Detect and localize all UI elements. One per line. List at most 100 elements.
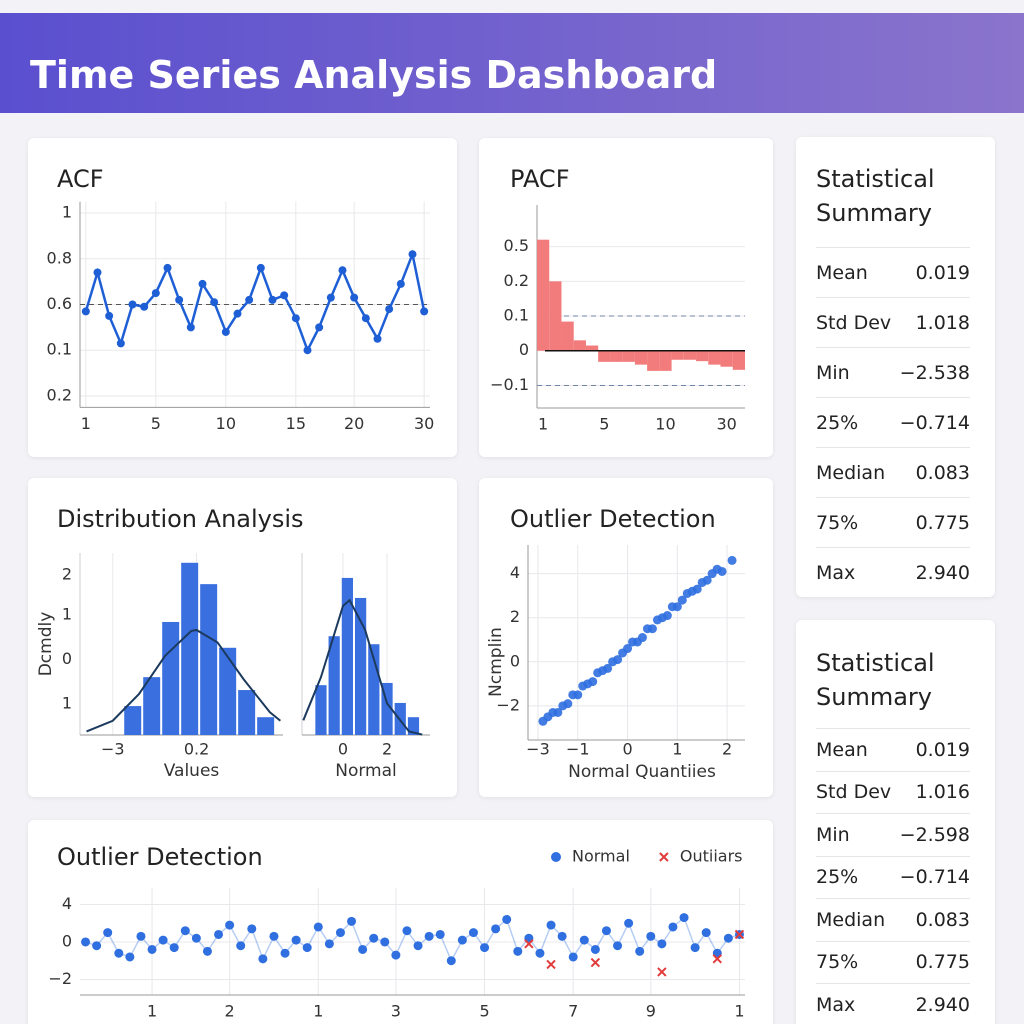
header-title: Time Series Analysis Dashboard [30, 53, 718, 97]
y-tick-label: 0.8 [47, 248, 72, 267]
y-tick-label: 4 [510, 563, 520, 582]
y-tick-label: 2 [510, 607, 520, 626]
chart-title: ACF [57, 165, 104, 193]
stat-label: Max [816, 993, 856, 1016]
normal-point [369, 933, 379, 943]
qq-point [662, 611, 672, 621]
x-tick-label: −1 [566, 740, 590, 759]
stat-row: 75% 0.775 [816, 940, 970, 984]
bar [585, 345, 599, 351]
legend-label: Normal [572, 847, 630, 866]
bar [573, 340, 586, 351]
y-tick-label: 0.2 [504, 271, 529, 290]
acf-point [163, 263, 172, 272]
acf-point [128, 300, 137, 309]
normal-point [435, 929, 445, 939]
bar [622, 350, 635, 362]
acf-point [245, 295, 254, 304]
hist-bar [354, 597, 367, 735]
stat-value: 0.775 [915, 951, 970, 974]
normal-point [457, 935, 467, 945]
stat-row: Mean 0.019 [816, 247, 970, 297]
x-tick-label: 30 [414, 414, 434, 433]
qq-point [647, 624, 657, 634]
normal-point [347, 916, 357, 926]
stat-row: 25% −0.714 [816, 855, 970, 899]
stat-row: Mean 0.019 [816, 728, 970, 771]
legend-marker [551, 852, 561, 862]
chart-title: PACF [510, 165, 570, 193]
stat-value: −0.714 [899, 866, 970, 889]
x-tick-label: 30 [716, 415, 736, 434]
hist-bar [368, 644, 380, 735]
stat-row: Min −2.598 [816, 813, 970, 856]
x-tick-label: −3 [526, 740, 550, 759]
normal-point [81, 937, 91, 947]
header: Time Series Analysis Dashboard [0, 13, 1024, 113]
hist-bar [143, 677, 161, 735]
acf-point [338, 266, 347, 275]
qq-point [553, 707, 563, 717]
normal-point [191, 933, 201, 943]
y-tick-label: 0.1 [47, 340, 72, 359]
stat-label: 75% [816, 951, 859, 974]
y-tick-label: 0 [62, 931, 72, 950]
hist-bar [328, 636, 340, 735]
normal-point [225, 920, 235, 930]
stat-row: Median 0.083 [816, 447, 970, 497]
x-tick-label: 15 [286, 414, 306, 433]
acf-point [361, 314, 370, 323]
stat-label: Mean [816, 261, 868, 284]
qq-point [588, 677, 598, 687]
acf-point [268, 295, 277, 304]
normal-point [236, 941, 246, 951]
chart-title: Outlier Detection [510, 505, 716, 533]
stat-label: Median [816, 908, 886, 931]
y-tick-label: 0 [510, 651, 520, 670]
outlier-point [524, 939, 534, 949]
outlier-point [657, 967, 667, 977]
acf-point [186, 323, 195, 332]
stat-value: 0.775 [915, 511, 970, 534]
acf-point [326, 293, 335, 302]
stat-value: 0.083 [915, 908, 970, 931]
stat-label: 25% [816, 411, 859, 434]
normal-point [546, 920, 556, 930]
hist-bar [341, 577, 353, 735]
normal-point [424, 931, 434, 941]
y-tick-label: 1 [62, 203, 72, 222]
summary-card: Statistical Summary Mean 0.019 Std Dev 1.01… [796, 137, 995, 597]
x-tick-label: 2 [382, 740, 392, 759]
stat-row: 75% 0.775 [816, 497, 970, 547]
normal-point [258, 954, 268, 964]
qq-point [563, 699, 573, 709]
stat-value: −2.538 [899, 361, 970, 384]
acf-point [81, 307, 90, 316]
x-tick-label: 1 [313, 1002, 323, 1021]
normal-point [646, 931, 656, 941]
x-tick-label: 10 [216, 414, 236, 433]
qq-point [717, 566, 727, 576]
normal-point [701, 928, 711, 938]
y-axis-label: Ncmplin [486, 627, 506, 697]
bar [537, 239, 550, 351]
stat-value: −0.714 [899, 411, 970, 434]
normal-point [125, 952, 135, 962]
normal-point [468, 928, 478, 938]
x-tick-label: 5 [479, 1002, 489, 1021]
normal-point [169, 943, 179, 953]
stat-row: Std Dev 1.018 [816, 297, 970, 347]
normal-point [202, 946, 212, 956]
normal-point [291, 935, 301, 945]
normal-point [214, 929, 224, 939]
acf-point [198, 279, 207, 288]
stat-label: 75% [816, 511, 859, 534]
y-tick-label: 0 [62, 649, 72, 668]
x-tick-label: 3 [391, 1002, 401, 1021]
bar [549, 281, 562, 351]
density-curve [302, 598, 423, 736]
acf-point [280, 291, 289, 300]
normal-point [624, 918, 634, 928]
density-curve [86, 628, 282, 733]
acf-point [291, 314, 300, 323]
